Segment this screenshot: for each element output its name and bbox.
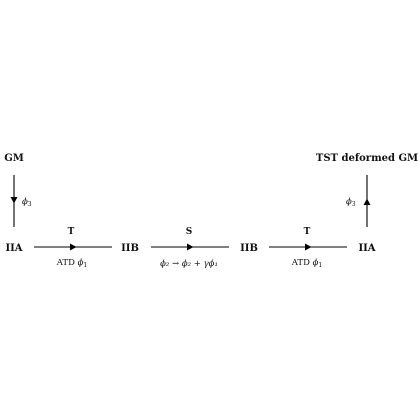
node-iib-second: IIB	[240, 243, 258, 254]
edge-iia-to-tst-label: ϕ3	[346, 197, 356, 208]
edge-s-top-label: S	[186, 227, 193, 237]
node-iia-left: IIA	[5, 243, 22, 254]
edge-s-bottom-label: ϕ₂ → ϕ₂ + γϕ₁	[160, 259, 218, 269]
edge-gm-to-iia: ϕ3	[10, 175, 32, 227]
edge-t-first-sub: 1	[83, 262, 87, 269]
edge-t-first-atd: ATD	[56, 258, 78, 268]
edge-t-first-top-label: T	[68, 227, 75, 237]
node-tst-deformed-gm: TST deformed GM	[316, 153, 418, 164]
edge-gm-to-iia-sub: 3	[28, 201, 32, 208]
node-gm: GM	[4, 153, 24, 164]
edge-t-first-phi: ϕ	[78, 258, 84, 268]
edge-t-first-bottom-label: ATD ϕ1	[56, 258, 88, 269]
edge-t-first: T ATD ϕ1	[34, 227, 112, 269]
edge-gm-to-iia-label: ϕ3	[22, 197, 32, 208]
edge-gm-to-iia-arrowhead	[10, 197, 18, 204]
edge-gm-to-iia-phi: ϕ	[22, 197, 28, 207]
edge-t-second-top-label: T	[304, 227, 311, 237]
node-iia-right: IIA	[358, 243, 375, 254]
edge-iia-to-tst: ϕ3	[346, 175, 371, 227]
node-iib-first: IIB	[121, 243, 139, 254]
edge-t-second-atd: ATD	[291, 258, 313, 268]
edge-t-first-arrowhead	[70, 243, 77, 251]
edge-iia-to-tst-phi: ϕ	[346, 197, 352, 207]
edge-t-second-bottom-label: ATD ϕ1	[291, 258, 323, 269]
edge-t-second-phi: ϕ	[313, 258, 319, 268]
edge-iia-to-tst-sub: 3	[352, 201, 356, 208]
edge-t-second-sub: 1	[318, 262, 322, 269]
edge-s: S ϕ₂ → ϕ₂ + γϕ₁	[151, 227, 229, 269]
edge-t-second: T ATD ϕ1	[269, 227, 347, 269]
edge-t-second-arrowhead	[305, 243, 312, 251]
edge-s-arrowhead	[187, 243, 194, 251]
edge-iia-to-tst-arrowhead	[363, 198, 371, 205]
